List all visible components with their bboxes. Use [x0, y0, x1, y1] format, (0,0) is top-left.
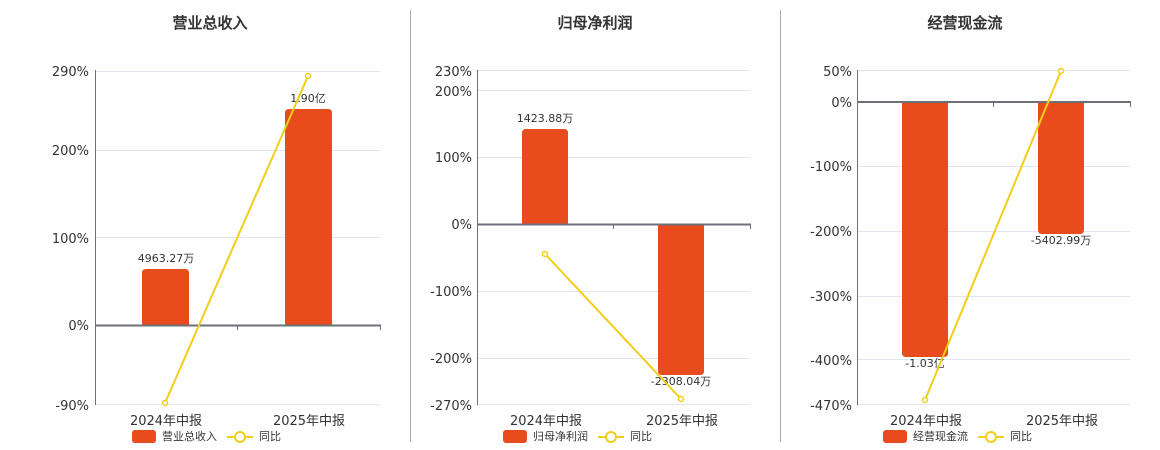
chart-panel-net-profit: 归母净利润 230% 200% 100% 0% -100% -200% -270…	[410, 0, 780, 450]
bar-2024[interactable]	[522, 129, 568, 224]
y-tick-label: -100%	[810, 160, 852, 175]
chart-plot: 230% 200% 100% 0% -100% -200% -270% 1423…	[430, 65, 751, 429]
chart-legend: 归母净利润 同比	[503, 428, 652, 444]
y-tick-label: 50%	[823, 65, 852, 80]
x-category-label: 2025年中报	[646, 414, 718, 429]
yoy-line[interactable]	[164, 75, 309, 404]
y-tick-label: -270%	[430, 399, 472, 414]
y-tick-label: 100%	[52, 232, 89, 247]
y-tick-label: 200%	[435, 85, 472, 100]
yoy-point[interactable]	[921, 396, 929, 404]
gridlines	[858, 70, 1130, 405]
legend-line-icon[interactable]	[227, 430, 253, 443]
y-tick-label: 0%	[451, 218, 472, 233]
y-tick-label: 100%	[435, 151, 472, 166]
y-tick-label: 230%	[435, 65, 472, 80]
panel-separator	[780, 10, 781, 442]
y-tick-label: -470%	[810, 399, 852, 414]
bar-2024[interactable]	[902, 102, 948, 357]
bar-value-label: 1423.88万	[517, 112, 574, 125]
y-tick-label: 0%	[68, 319, 89, 334]
yoy-line[interactable]	[544, 253, 682, 400]
chart-title: 营业总收入	[172, 14, 248, 32]
yoy-point[interactable]	[161, 399, 169, 407]
legend-line-label[interactable]: 同比	[1010, 430, 1032, 443]
legend-bar-label[interactable]: 营业总收入	[162, 430, 217, 443]
yoy-point[interactable]	[304, 72, 312, 80]
bar-2025[interactable]	[658, 224, 704, 375]
y-tick-label: 200%	[52, 144, 89, 159]
legend-line-label[interactable]: 同比	[259, 430, 281, 443]
y-tick-label: -400%	[810, 354, 852, 369]
x-category-label: 2025年中报	[1026, 414, 1098, 429]
x-category-label: 2025年中报	[273, 414, 345, 429]
y-tick-label: -300%	[810, 290, 852, 305]
yoy-line[interactable]	[924, 70, 1062, 401]
legend-line-icon[interactable]	[598, 430, 624, 443]
panel-separator	[410, 10, 411, 442]
x-category-label: 2024年中报	[510, 414, 582, 429]
chart-panel-operating-cash-flow: 经营现金流 50% 0% -100% -200% -300% -400% -47…	[790, 0, 1160, 450]
chart-legend: 经营现金流 同比	[883, 428, 1032, 444]
chart-legend: 营业总收入 同比	[132, 428, 281, 444]
legend-bar-label[interactable]: 归母净利润	[533, 430, 588, 443]
chart-plot: 290% 200% 100% 0% -90% 4963.27万 1.90亿 20…	[52, 65, 381, 429]
y-tick-label: -100%	[430, 285, 472, 300]
chart-title: 经营现金流	[927, 14, 1003, 32]
x-category-label: 2024年中报	[890, 414, 962, 429]
legend-bar-swatch[interactable]	[883, 429, 907, 443]
bar-value-label: 4963.27万	[138, 252, 195, 265]
bar-2025[interactable]	[1038, 102, 1084, 234]
bar-value-label: -1.03亿	[905, 357, 944, 370]
yoy-point[interactable]	[1057, 67, 1065, 75]
yoy-point[interactable]	[677, 395, 685, 403]
bar-2024[interactable]	[142, 269, 189, 325]
bar-value-label: -5402.99万	[1031, 234, 1091, 247]
legend-line-label[interactable]: 同比	[630, 430, 652, 443]
y-tick-label: 0%	[831, 96, 852, 111]
legend-line-icon[interactable]	[978, 430, 1004, 443]
y-tick-label: -200%	[430, 352, 472, 367]
y-tick-label: -200%	[810, 225, 852, 240]
y-tick-label: -90%	[55, 399, 89, 414]
legend-bar-label[interactable]: 经营现金流	[913, 430, 968, 443]
x-category-label: 2024年中报	[130, 414, 202, 429]
chart-plot: 50% 0% -100% -200% -300% -400% -470% -1.…	[810, 65, 1131, 429]
legend-bar-swatch[interactable]	[132, 429, 156, 443]
legend-bar-swatch[interactable]	[503, 429, 527, 443]
chart-panel-revenue: 营业总收入 290% 200% 100% 0% -90% 4963.27万 1.…	[0, 0, 410, 450]
chart-title: 归母净利润	[557, 14, 633, 32]
yoy-point[interactable]	[541, 250, 549, 258]
bar-2025[interactable]	[285, 109, 332, 325]
bar-value-label: -2308.04万	[651, 375, 711, 388]
y-tick-label: 290%	[52, 65, 89, 80]
